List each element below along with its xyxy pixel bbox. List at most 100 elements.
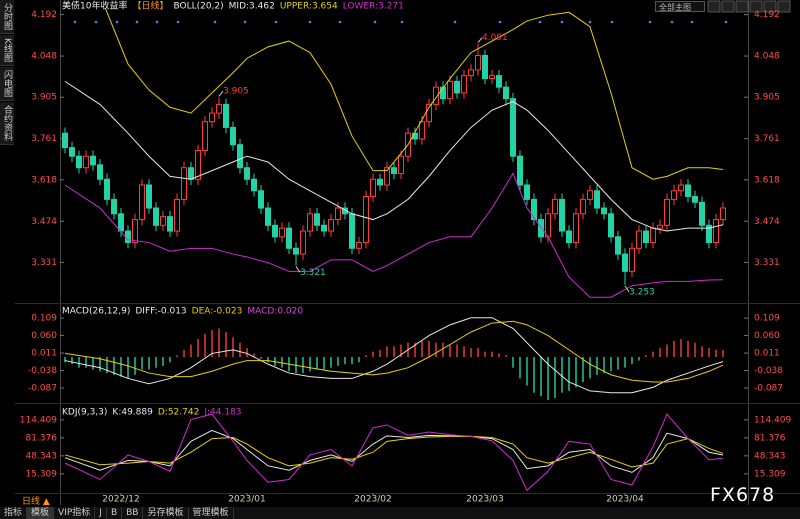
candle-body xyxy=(146,184,152,209)
candle-body xyxy=(587,190,593,200)
candle-body xyxy=(566,230,572,244)
candle-body xyxy=(433,86,439,105)
annotation-pointer xyxy=(477,37,483,44)
y-tick-label: 4.192 xyxy=(31,10,57,20)
x-tick-label: 2023/04 xyxy=(606,495,644,505)
legend-label: 美债10年收益率 xyxy=(62,0,127,12)
y-tick-label: 15.309 xyxy=(26,469,58,479)
candle-body xyxy=(391,167,397,174)
button[interactable] xyxy=(749,0,763,13)
tab[interactable]: 另存模板 xyxy=(143,507,189,519)
candle-body xyxy=(713,219,719,244)
candle-body xyxy=(356,242,362,249)
annotation-pointer xyxy=(624,285,630,293)
candle-body xyxy=(69,147,75,157)
candle-body xyxy=(300,230,306,255)
candle-body xyxy=(363,196,369,244)
candle-body xyxy=(307,213,313,232)
candle-body xyxy=(125,230,131,244)
candle-body xyxy=(510,98,516,157)
sidebar-tab[interactable]: K线图 xyxy=(0,35,14,66)
candle-body xyxy=(384,167,390,186)
candle-body xyxy=(608,213,614,238)
candle-body xyxy=(335,207,341,221)
legend-label: J:44.183 xyxy=(203,408,241,418)
candle-body xyxy=(685,184,691,198)
candle-body xyxy=(76,155,82,169)
candle-body xyxy=(615,236,621,255)
sidebar: 分时图 K线图 闪电图 合约资料 xyxy=(0,0,14,146)
tab[interactable]: BB xyxy=(122,507,144,519)
indicator-line xyxy=(104,8,724,180)
candle-body xyxy=(139,184,145,221)
y-tick-label: 3.618 xyxy=(31,175,57,185)
candle-body xyxy=(258,190,264,209)
sidebar-tab[interactable]: 闪电图 xyxy=(0,66,14,101)
legend-label: UPPER:3.654 xyxy=(280,2,338,12)
candle-body xyxy=(181,167,187,200)
y-tick-label: 114.409 xyxy=(20,415,57,425)
candle-body xyxy=(104,178,110,200)
y-tick-label: 0.109 xyxy=(754,314,780,324)
period-button[interactable]: 日线 ▲ xyxy=(22,497,50,507)
indicator-line xyxy=(64,317,724,394)
tab[interactable]: VIP指标 xyxy=(54,507,96,519)
candle-body xyxy=(167,216,173,232)
button[interactable] xyxy=(721,0,735,13)
candle-body xyxy=(475,54,481,71)
candle-body xyxy=(531,198,537,221)
candle-body xyxy=(692,196,698,203)
button[interactable] xyxy=(735,0,749,13)
candle-body xyxy=(461,75,467,94)
y-tick-label: -0.087 xyxy=(28,384,57,394)
candle-body xyxy=(657,224,663,229)
candle-body xyxy=(251,178,257,192)
button[interactable] xyxy=(763,0,777,13)
legend-label: KDJ(9,3,3) xyxy=(62,408,107,418)
y-tick-label: 3.474 xyxy=(31,217,57,227)
candle-body xyxy=(223,103,229,128)
candle-body xyxy=(664,198,670,226)
y-tick-label: 3.905 xyxy=(754,93,780,103)
plot-area xyxy=(64,413,724,492)
x-tick-label: 2023/03 xyxy=(466,495,503,505)
tab[interactable]: 管理模板 xyxy=(189,507,234,519)
legend-label: 【日线】 xyxy=(132,0,168,12)
tab[interactable]: J xyxy=(95,507,107,519)
candle-body xyxy=(314,213,320,226)
candle-body xyxy=(174,198,180,232)
sidebar-tab[interactable]: 分时图 xyxy=(0,0,14,34)
candle-body xyxy=(97,164,103,180)
tab[interactable]: B xyxy=(107,507,123,519)
candle-body xyxy=(496,75,502,88)
candle-body xyxy=(678,184,684,192)
bottom-tabs: 指标 模板 VIP指标 J B BB 另存模板 管理模板 xyxy=(0,507,800,519)
y-tick-label: 3.905 xyxy=(31,93,57,103)
button[interactable] xyxy=(777,0,791,13)
main-chart-dropdown[interactable]: 全部主图 xyxy=(655,1,705,12)
indicator-line xyxy=(64,429,724,473)
button[interactable] xyxy=(707,0,721,13)
sidebar-tab[interactable]: 合约资料 xyxy=(0,101,14,145)
candle-body xyxy=(111,198,117,215)
y-tick-label: 3.331 xyxy=(31,258,57,268)
plot-area xyxy=(64,317,724,400)
y-tick-label: -0.087 xyxy=(754,384,783,394)
legend-label: MACD(26,12,9) xyxy=(62,307,130,317)
candle-body xyxy=(699,201,705,226)
event-dots xyxy=(73,20,728,24)
candle-body xyxy=(650,227,656,244)
candle-body xyxy=(447,80,453,100)
candle-body xyxy=(489,75,495,80)
candle-body xyxy=(328,219,334,232)
tab[interactable]: 指标 xyxy=(0,507,28,519)
annotation-label: 4.091 xyxy=(482,33,508,43)
candle-body xyxy=(377,178,383,186)
tab[interactable]: 模板 xyxy=(27,507,55,519)
toolbar-buttons xyxy=(707,0,791,13)
candle-body xyxy=(398,155,404,174)
legend-label: DEA:-0.023 xyxy=(192,307,243,317)
legend-label: DIFF:-0.013 xyxy=(135,307,186,317)
